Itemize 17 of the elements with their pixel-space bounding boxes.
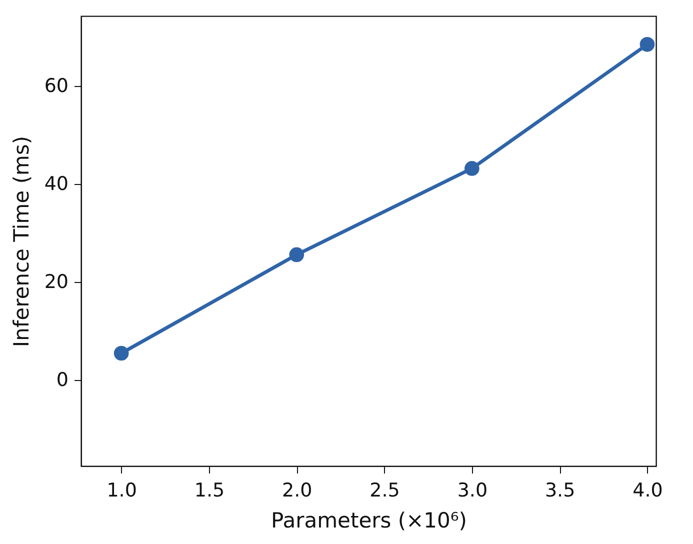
y-axis-title: Inference Time (ms) — [9, 136, 34, 348]
x-axis-title: Parameters (×10⁶) — [271, 508, 467, 532]
x-tick-label: 2.5 — [370, 480, 400, 502]
y-tick-label: 0 — [56, 369, 68, 392]
point — [464, 161, 480, 176]
y-tick-label: 60 — [44, 75, 68, 98]
point — [640, 37, 655, 52]
x-tick-label: 3.0 — [457, 480, 488, 502]
point — [114, 346, 129, 361]
x-tick-label: 3.5 — [544, 480, 576, 502]
y-tick-label: 40 — [44, 173, 68, 196]
x-tick-label: 1.5 — [194, 480, 225, 502]
x-tick-label: 4.0 — [632, 480, 663, 502]
point — [289, 247, 304, 262]
y-tick-label: 20 — [44, 271, 68, 294]
x-tick-label: 1.0 — [106, 480, 137, 502]
x-tick-label: 2.0 — [282, 480, 312, 502]
